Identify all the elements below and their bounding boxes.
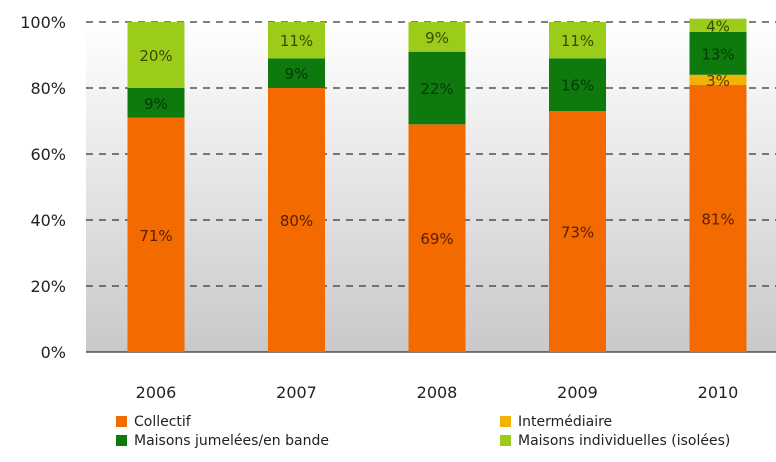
legend-swatch — [500, 416, 511, 427]
data-label: 13% — [701, 45, 734, 63]
bar-segment — [127, 88, 185, 118]
data-label: 71% — [139, 227, 172, 245]
x-tick-label: 2006 — [136, 383, 177, 402]
data-label: 22% — [420, 80, 453, 98]
bar-segment — [689, 18, 747, 32]
bar-segment — [549, 58, 606, 112]
data-label: 11% — [561, 32, 594, 50]
data-label: 9% — [144, 95, 168, 113]
data-label: 20% — [139, 47, 172, 65]
bar-segment — [549, 22, 606, 59]
data-label: 16% — [561, 77, 594, 95]
x-tick-label: 2009 — [557, 383, 598, 402]
legend-label: Intermédiaire — [518, 414, 612, 430]
x-tick-label: 2008 — [417, 383, 458, 402]
bar-segment — [268, 88, 325, 352]
y-tick-label: 0% — [41, 343, 66, 362]
bar-segment — [408, 124, 466, 352]
bar-segment — [268, 58, 325, 88]
bar-segment — [127, 117, 185, 352]
data-label: 69% — [420, 230, 453, 248]
data-label: 3% — [706, 72, 730, 90]
y-tick-label: 80% — [30, 79, 66, 98]
data-label: 4% — [706, 17, 730, 35]
bar-segment — [549, 111, 606, 352]
legend-swatch — [116, 435, 127, 446]
data-label: 11% — [280, 32, 313, 50]
data-label: 73% — [561, 224, 594, 242]
x-tick-label: 2010 — [698, 383, 739, 402]
y-axis-tick-labels: 0% 20% 40% 60% 80% 100% — [20, 13, 66, 362]
data-label: 9% — [285, 65, 309, 83]
bar-segment — [689, 84, 747, 352]
legend-label: Maisons individuelles (isolées) — [518, 433, 730, 449]
legend-label: Maisons jumelées/en bande — [134, 433, 329, 449]
x-axis-tick-labels: 2006 2007 2008 2009 2010 — [136, 383, 739, 402]
data-label: 80% — [280, 212, 313, 230]
bar-segment — [408, 51, 466, 125]
bar-segment — [689, 31, 747, 75]
y-tick-label: 40% — [30, 211, 66, 230]
bar-segment — [408, 22, 466, 52]
legend-label: Collectif — [134, 414, 192, 430]
x-tick-label: 2007 — [276, 383, 317, 402]
bar-segment — [127, 22, 185, 88]
legend: Collectif Intermédiaire Maisons jumelées/e… — [116, 414, 730, 449]
y-tick-label: 20% — [30, 277, 66, 296]
y-tick-label: 60% — [30, 145, 66, 164]
data-label: 81% — [701, 210, 734, 228]
legend-swatch — [500, 435, 511, 446]
bar-segment — [268, 22, 325, 59]
data-label: 9% — [425, 29, 449, 47]
bar-segment — [689, 74, 747, 85]
y-tick-label: 100% — [20, 13, 66, 32]
legend-swatch — [116, 416, 127, 427]
bars: 71% 9% 20% 80% 9% 11% 69% 22% 9% 73% 16% 11% 81% 3% 13… — [127, 17, 747, 352]
